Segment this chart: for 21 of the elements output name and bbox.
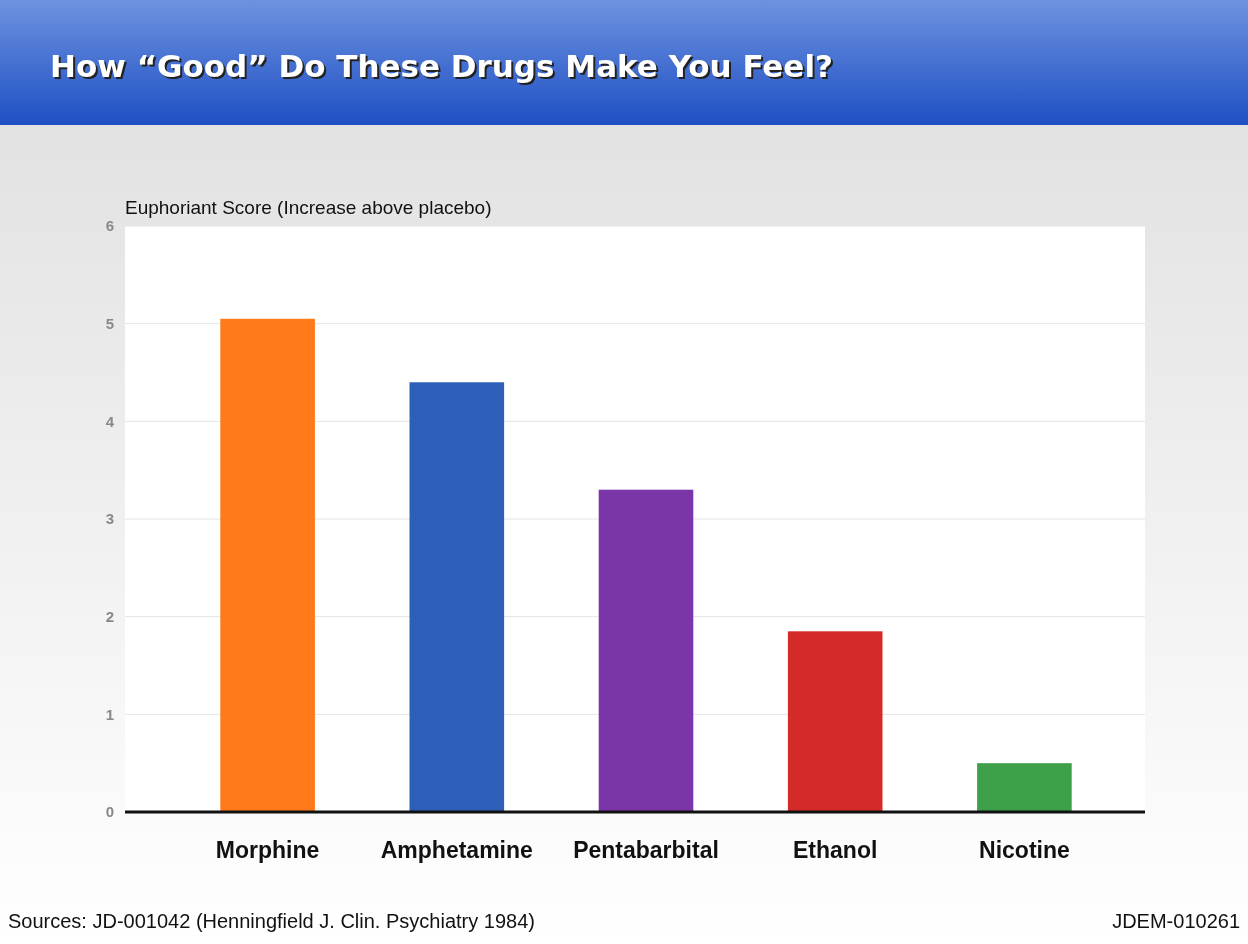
y-tick-label: 4 — [105, 412, 115, 430]
bar — [409, 382, 505, 812]
y-tick-label: 3 — [105, 510, 114, 528]
text: JDEM-010261 — [1112, 910, 1240, 932]
y-tick-label: 1 — [105, 705, 114, 723]
y-tick-label: 2 — [105, 607, 114, 625]
bar — [787, 631, 883, 812]
y-tick-label: 0 — [105, 803, 114, 821]
bar — [598, 489, 694, 812]
x-tick-label: Amphetamine — [380, 837, 533, 864]
y-tick-label: 5 — [105, 314, 114, 332]
bar — [977, 763, 1072, 812]
y-axis-title: Euphoriant Score (Increase above placebo) — [125, 197, 492, 218]
x-tick-label: Nicotine — [979, 837, 1070, 864]
bar — [220, 318, 315, 812]
x-tick-label: Morphine — [215, 837, 320, 864]
source-note: Sources: JD-001042 (Henningfield J. Clin. Psychiatry 1984) — [8, 910, 535, 932]
y-tick-label: 6 — [105, 217, 114, 235]
x-tick-label: Pentabarbital — [573, 837, 719, 864]
chart-title: How “Good” Do These Drugs Make You Feel? — [52, 50, 836, 86]
x-tick-label: Ethanol — [793, 837, 878, 864]
